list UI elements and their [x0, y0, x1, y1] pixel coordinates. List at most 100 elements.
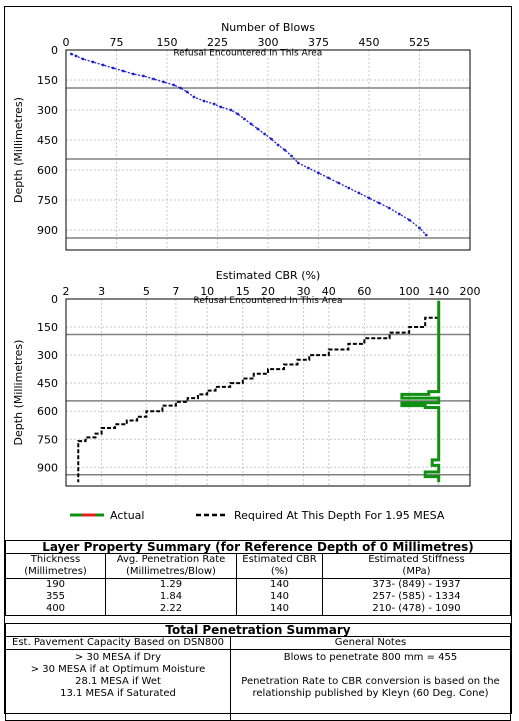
blows-point [408, 218, 411, 222]
blows-point [219, 105, 223, 109]
blows-point [142, 74, 145, 78]
table-cell: 1.29 [105, 578, 237, 591]
blows-point [387, 206, 391, 210]
table-cell: 2.22 [105, 603, 237, 616]
x-tick-label: 40 [322, 285, 336, 298]
x-tick-label: 200 [460, 285, 481, 298]
y-tick-label: 750 [37, 433, 58, 446]
blows-point [121, 69, 125, 73]
y-tick-label: 450 [37, 134, 58, 147]
x-tick-label: 5 [143, 285, 150, 298]
blows-point [162, 80, 166, 84]
blows-point [418, 226, 421, 230]
x-tick-label: 10 [200, 285, 214, 298]
x-tick-label: 525 [409, 36, 430, 49]
plot-frame [65, 298, 471, 487]
x-tick-label: 225 [207, 36, 228, 49]
y-axis-title: Depth (Millimetres) [12, 340, 25, 446]
col-cbr: Estimated CBR (%) [236, 553, 323, 579]
blows-point [212, 102, 216, 106]
x-tick-label: 30 [297, 285, 311, 298]
blows-point [424, 233, 428, 237]
blows-chart: 0 150 300 450 600 750 900 0 75 150 225 300 375 450 525… [12, 21, 471, 251]
y-axis-title: Depth (Millimetres) [12, 97, 25, 203]
y-tick-label: 600 [37, 405, 58, 418]
y-tick-label: 900 [37, 461, 58, 474]
notes-header: General Notes [230, 636, 511, 650]
table-cell: 140 [236, 578, 323, 591]
blows-point [91, 60, 95, 64]
note-line: Blows to penetrate 800 mm = 455 [283, 652, 458, 663]
blows-series-line [71, 53, 427, 236]
blows-point [327, 176, 330, 180]
actual-cbr-line [400, 300, 441, 483]
blows-point [367, 196, 371, 200]
table-cell: 373- (849) - 1937 [322, 578, 511, 591]
table-cell: 190 [5, 578, 106, 591]
capacity-header: Est. Pavement Capacity Based on DSN800 [5, 636, 231, 650]
blows-point [179, 86, 182, 90]
y-tick-label: 450 [37, 377, 58, 390]
x-tick-label: 20 [261, 285, 275, 298]
legend-required-label: Required At This Depth For 1.95 MESA [234, 509, 445, 522]
x-tick-label: 75 [110, 36, 124, 49]
note-line [233, 664, 508, 676]
blows-point [256, 127, 260, 131]
blows-point [249, 122, 253, 126]
blows-point [283, 148, 287, 152]
blows-point [101, 63, 105, 67]
table-cell: 257- (585) - 1334 [322, 591, 511, 603]
blows-point [243, 117, 246, 121]
y-tick-label: 150 [37, 74, 58, 87]
required-cbr-line [77, 316, 439, 483]
header-label: Estimated CBR [242, 554, 317, 565]
blows-point [317, 171, 320, 175]
plot-frame [65, 49, 471, 251]
x-axis-title: Number of Blows [221, 21, 315, 34]
capacity-line: 28.1 MESA if Wet [75, 676, 161, 687]
penetration-summary-table: Total Penetration Summary Est. Pavement … [5, 623, 511, 721]
blows-point [357, 191, 361, 195]
blows-point [263, 132, 267, 136]
col-thickness: Thickness (Millimetres) [5, 553, 106, 579]
x-tick-label: 3 [98, 285, 105, 298]
x-tick-label: 140 [428, 285, 449, 298]
table-cell: 140 [236, 603, 323, 616]
table-row: 355 1.84 140 257- (585) - 1334 [5, 591, 511, 603]
blows-point [269, 137, 273, 141]
x-tick-label: 60 [357, 285, 371, 298]
blows-point [152, 77, 155, 81]
table-cell: 1.84 [105, 591, 237, 603]
blows-point [69, 52, 73, 56]
x-tick-label: 0 [63, 36, 70, 49]
table-row: 190 1.29 140 373- (849) - 1937 [5, 578, 511, 591]
blows-point [192, 95, 196, 99]
blows-point [111, 66, 115, 70]
x-tick-label: 7 [172, 285, 179, 298]
x-tick-label: 2 [63, 285, 70, 298]
header-unit: (Millimetres/Blow) [126, 566, 216, 577]
blows-point [296, 161, 300, 165]
col-stiffness: Estimated Stiffness (MPa) [322, 553, 511, 579]
header-unit: (%) [270, 566, 289, 577]
notes-list: Blows to penetrate 800 mm = 455 Penetrat… [230, 649, 511, 721]
layer-summary-title: Layer Property Summary (for Reference De… [5, 540, 511, 554]
y-tick-label: 900 [37, 224, 58, 237]
header-unit: (MPa) [402, 566, 431, 577]
blows-point [377, 201, 381, 205]
header-label: Thickness [30, 554, 81, 565]
col-rate: Avg. Penetration Rate (Millimetres/Blow) [105, 553, 237, 579]
blows-point [131, 72, 135, 76]
x-tick-label: 450 [359, 36, 380, 49]
blows-point [347, 186, 351, 190]
table-row: 400 2.22 140 210- (478) - 1090 [5, 603, 511, 616]
y-tick-label: 0 [51, 293, 58, 306]
y-tick-label: 750 [37, 194, 58, 207]
capacity-line: 13.1 MESA if Saturated [60, 688, 176, 699]
capacity-line: > 30 MESA if at Optimum Moisture [30, 664, 206, 675]
refusal-annotation: Refusal Encountered In This Area [194, 296, 343, 306]
blows-point [202, 99, 206, 103]
header-label: Avg. Penetration Rate [116, 554, 226, 565]
header-unit: (Millimetres) [24, 566, 87, 577]
x-tick-label: 300 [258, 36, 279, 49]
